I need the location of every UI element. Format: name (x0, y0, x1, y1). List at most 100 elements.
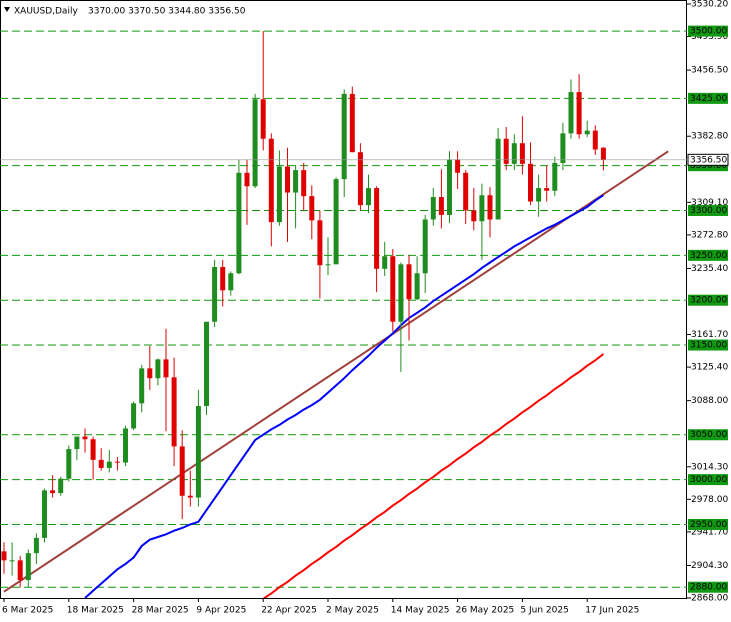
candle-body (592, 130, 598, 150)
candle-body (349, 93, 355, 153)
y-tick-label: 2904.30 (691, 561, 728, 571)
candle-body (374, 188, 380, 269)
candle-body (576, 92, 582, 135)
candle-body (131, 403, 137, 429)
candle-body (528, 163, 533, 202)
candle-body (90, 439, 96, 460)
y-tick-label: 3014.30 (691, 462, 728, 472)
level-label-box (688, 92, 728, 104)
chart-title: XAUUSD,Daily (14, 7, 78, 17)
candle-body (357, 152, 363, 206)
candle-body (471, 210, 477, 222)
current-price-label: 3356.50 (690, 155, 727, 165)
y-tick-label: 3530.20 (691, 0, 728, 10)
y-tick-label: 3456.50 (691, 66, 728, 76)
candle-body (276, 166, 282, 223)
candle-body (519, 143, 525, 164)
level-label-box (688, 429, 728, 441)
level-label: 3050.00 (690, 430, 727, 440)
candle-body (163, 359, 169, 378)
candle-body (268, 138, 274, 223)
candle-body (171, 377, 177, 447)
candle-body (414, 273, 420, 300)
candle-body (503, 138, 509, 164)
level-label-box (688, 204, 728, 216)
current-price-box (687, 153, 729, 166)
level-label-box (688, 249, 728, 261)
moving-average (84, 194, 604, 598)
level-label-box (688, 474, 728, 486)
candle-body (560, 133, 566, 163)
candle-body (74, 436, 80, 450)
candle-body (285, 166, 290, 193)
y-tick-label: 3493.90 (691, 32, 728, 42)
moving-average (262, 353, 605, 598)
level-label: 3150.00 (690, 341, 727, 351)
candle-body (479, 195, 485, 222)
candle-body (552, 162, 558, 191)
candle-body (366, 188, 371, 206)
candle-body (42, 490, 47, 538)
candle-body (438, 197, 444, 215)
level-label: 3200.00 (690, 296, 727, 306)
candle-body (430, 197, 436, 220)
level-label: 3500.00 (690, 27, 727, 37)
candle-body (220, 267, 226, 291)
candle-body (584, 130, 590, 135)
candle-body (244, 172, 250, 187)
level-label: 3350.00 (690, 161, 727, 171)
x-tick-label: 14 May 2025 (391, 606, 450, 616)
x-tick-label: 9 Apr 2025 (196, 606, 246, 616)
level-label: 3425.00 (690, 94, 727, 104)
candle-body (406, 264, 412, 300)
candle-body (82, 436, 88, 440)
candle-body (58, 478, 64, 494)
candle-body (50, 490, 56, 494)
candle-body (98, 459, 104, 468)
x-tick-label: 2 May 2025 (326, 606, 379, 616)
x-tick-label: 28 Mar 2025 (132, 606, 189, 616)
candle-body (236, 172, 242, 274)
x-tick-label: 5 Jun 2025 (520, 606, 568, 616)
candle-body (447, 159, 452, 215)
level-label-box (688, 518, 728, 530)
level-label-box (688, 25, 728, 37)
y-tick-label: 3088.00 (691, 396, 728, 406)
candle-body (455, 159, 461, 173)
candle-body (114, 461, 120, 463)
candle-body (123, 428, 128, 463)
candle-body (422, 219, 428, 274)
y-tick-label: 3125.40 (691, 363, 728, 373)
plot-frame (0, 0, 687, 599)
candle-body (568, 92, 574, 134)
candle-body (325, 264, 331, 266)
candle-body (317, 220, 323, 266)
candle-body (463, 172, 469, 211)
level-label-box (688, 581, 728, 593)
candle-body (600, 147, 606, 160)
header-values: 3370.00 3370.50 3344.80 3356.50 (88, 7, 246, 17)
candle-body (301, 170, 307, 197)
y-tick-label: 2868.00 (691, 594, 728, 604)
level-label: 2880.00 (690, 583, 727, 593)
candle-body (66, 449, 72, 479)
candle-body (195, 406, 201, 498)
x-tick-label: 18 Mar 2025 (67, 606, 124, 616)
candle-body (33, 537, 39, 554)
x-tick-label: 17 Jun 2025 (585, 606, 639, 616)
level-label: 2950.00 (690, 520, 727, 530)
candle-body (25, 553, 31, 581)
candle-body (341, 93, 347, 180)
trendline (3, 150, 669, 593)
level-label: 3000.00 (690, 475, 727, 485)
plot-area (0, 30, 687, 598)
candle-body (495, 138, 501, 220)
candle-body (398, 264, 404, 322)
candle-body (293, 170, 299, 193)
x-tick-label: 22 Apr 2025 (261, 606, 317, 616)
candle-body (536, 188, 542, 202)
candle-body (1, 551, 7, 561)
y-tick-label: 3235.40 (691, 264, 728, 274)
candle-body (204, 321, 209, 407)
